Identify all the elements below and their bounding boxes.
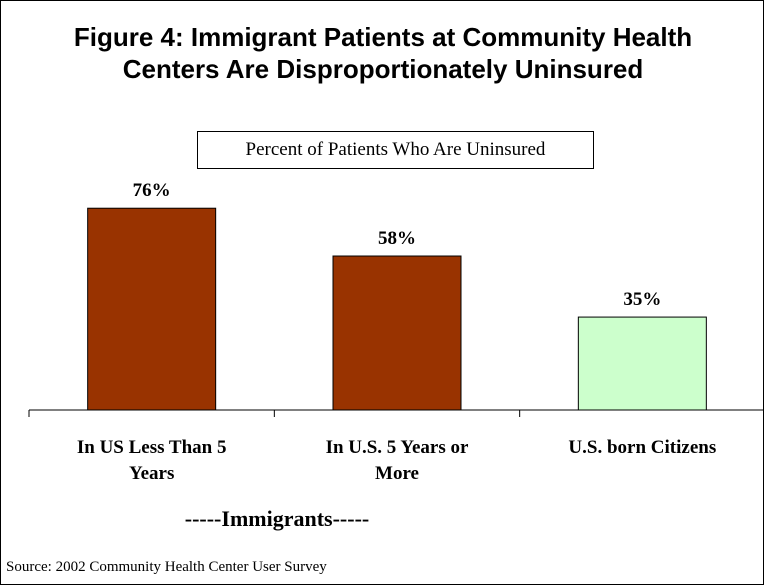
category-label-1-line-2: Years	[129, 463, 174, 484]
category-label-3-line-1: U.S. born Citizens	[568, 437, 716, 458]
bar-chart: 76% In US Less Than 5 Years 58% In U.S. 5 Ye…	[28, 180, 763, 484]
source-note: Source: 2002 Community Health Center Use…	[6, 559, 327, 575]
data-label-1: 76%	[133, 180, 171, 201]
category-label-2-line-1: In U.S. 5 Years or	[326, 437, 469, 458]
data-label-2: 58%	[378, 228, 416, 249]
category-label-2-line-2: More	[375, 463, 419, 484]
chart-title-line-2: Centers Are Disproportionately Uninsured	[122, 54, 644, 84]
chart-title: Figure 4: Immigrant Patients at Communit…	[1, 21, 763, 85]
data-label-3: 35%	[623, 289, 661, 310]
chart-subtitle-box: Percent of Patients Who Are Uninsured	[197, 131, 594, 169]
immigrants-group-label: -----Immigrants-----	[184, 506, 370, 531]
bar-3	[577, 316, 707, 411]
bar-1	[87, 207, 217, 411]
chart-title-line-1: Figure 4: Immigrant Patients at Communit…	[73, 22, 693, 52]
bar-2	[332, 255, 462, 411]
category-label-1-line-1: In US Less Than 5	[77, 437, 227, 458]
